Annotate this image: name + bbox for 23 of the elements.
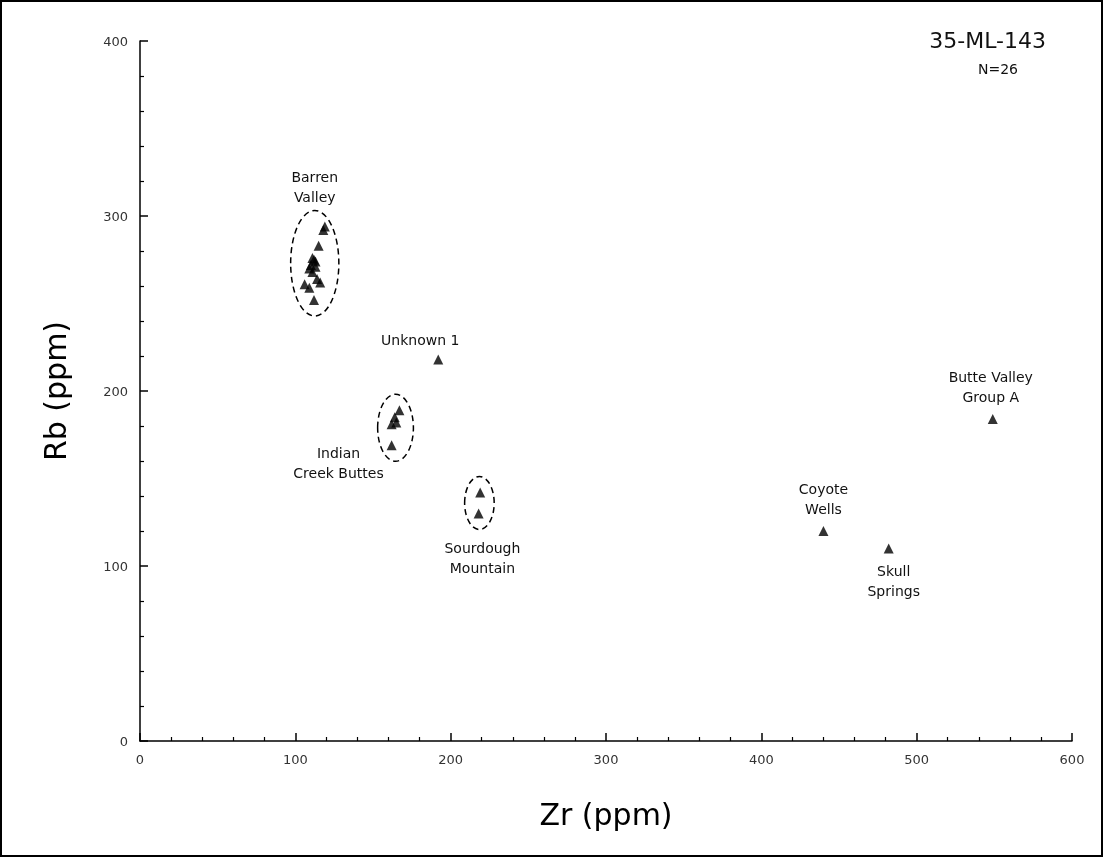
y-tick-label: 200 xyxy=(103,383,128,399)
x-tick-label: 400 xyxy=(748,752,774,767)
series-label: Unknown 1 xyxy=(381,331,460,348)
text: N=26 xyxy=(977,61,1019,77)
y-tick-label: 400 xyxy=(103,33,128,49)
series-label: Skull Springs xyxy=(867,562,920,599)
series-label: Barren Valley xyxy=(291,168,339,205)
x-tick-label: 500 xyxy=(904,752,930,767)
y-tick-label: 0 xyxy=(119,733,128,749)
x-tick-label: 100 xyxy=(282,752,308,767)
x-tick-label: 0 xyxy=(135,752,145,767)
series-label: Indian Creek Buttes xyxy=(293,445,384,482)
x-tick-label: 200 xyxy=(438,752,464,767)
y-axis-title: Rb (ppm) xyxy=(37,320,73,462)
x-tick-label: 300 xyxy=(593,752,619,767)
x-axis-title: Zr (ppm) xyxy=(539,796,673,832)
y-tick-label: 300 xyxy=(103,208,128,224)
series-label: Butte Valley Group A xyxy=(948,369,1033,405)
y-tick-label: 100 xyxy=(103,558,128,574)
text: Sourdough Mountain xyxy=(444,539,521,576)
x-tick-label: 600 xyxy=(1059,752,1085,767)
series-label: Coyote Wells xyxy=(798,481,849,517)
chart-title: 35-ML-143 xyxy=(929,27,1046,53)
